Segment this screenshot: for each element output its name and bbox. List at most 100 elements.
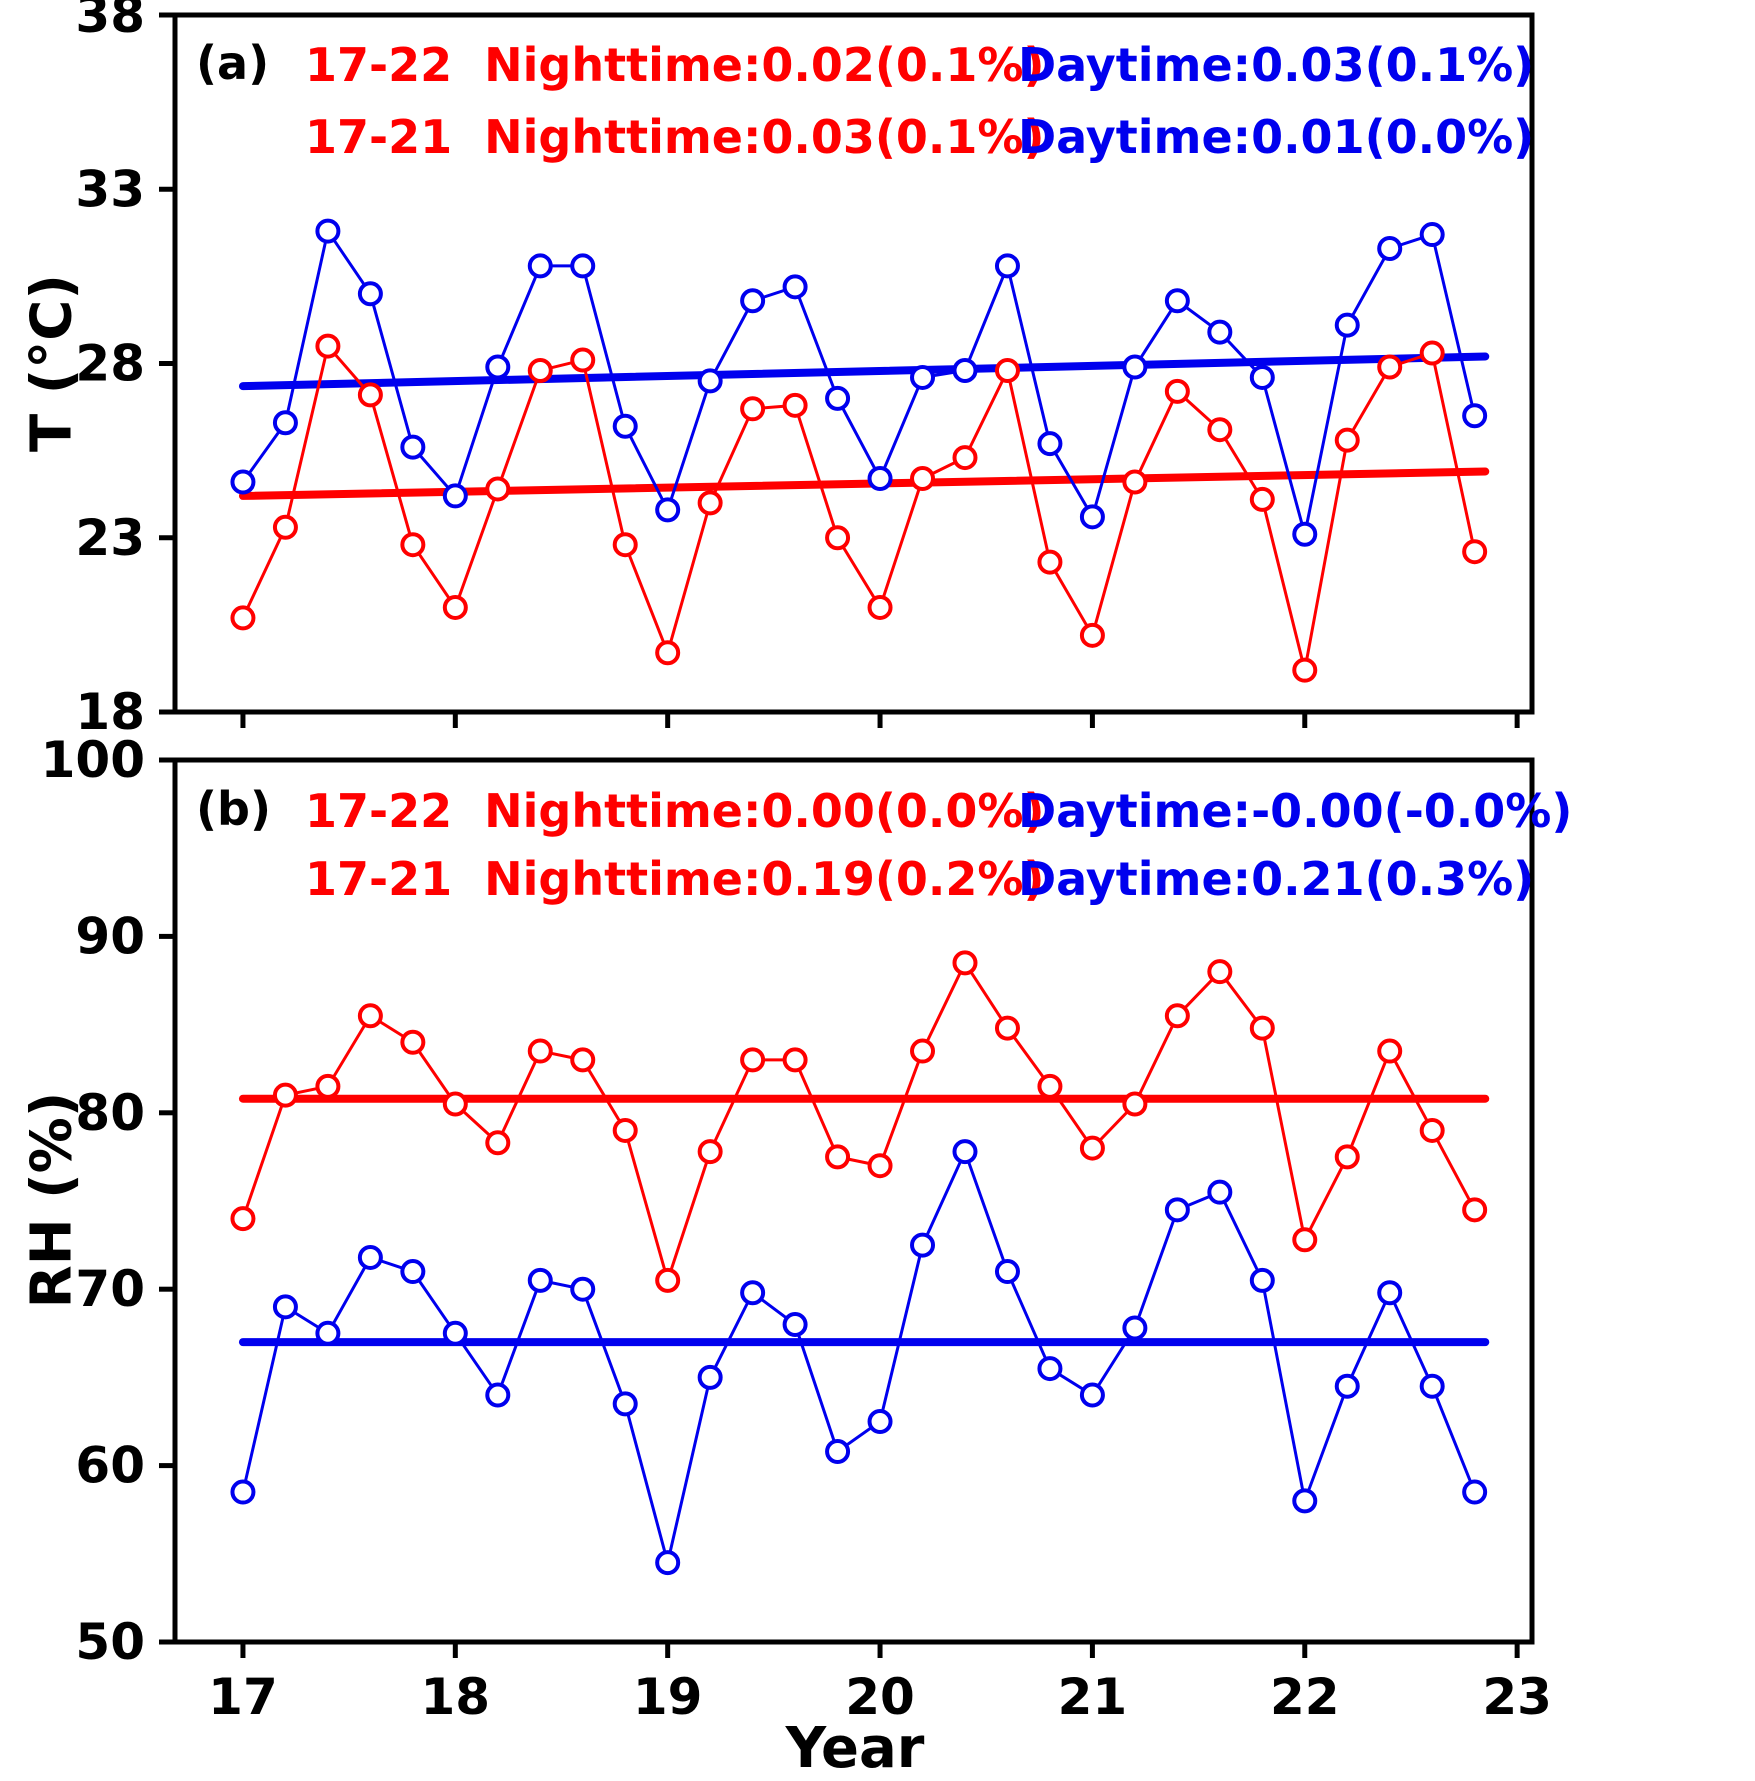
nighttime-marker: [230, 1206, 256, 1232]
y-tick-label: 38: [75, 0, 145, 44]
y-tick-label: 18: [75, 683, 145, 741]
panel-b-nighttime-trend-1722: 17-22 Nighttime:0.00(0.0%): [305, 784, 1045, 838]
nighttime-marker: [1207, 959, 1233, 985]
nighttime-marker: [867, 594, 893, 620]
nighttime-marker: [952, 950, 978, 976]
nighttime-marker: [1334, 1144, 1360, 1170]
daytime-marker: [1377, 1280, 1403, 1306]
daytime-marker: [1164, 288, 1190, 314]
daytime-marker: [570, 1276, 596, 1302]
panel-b-daytime-trend-1721: Daytime:0.21(0.3%): [1018, 852, 1535, 906]
daytime-marker: [1249, 364, 1275, 390]
daytime-marker: [782, 1311, 808, 1337]
nighttime-marker: [1334, 427, 1360, 453]
daytime-marker: [230, 1479, 256, 1505]
nighttime-marker: [1292, 1227, 1318, 1253]
x-tick-label: 17: [208, 1668, 278, 1726]
daytime-trend: [238, 352, 1490, 391]
x-tick-label: 21: [1058, 1668, 1128, 1726]
y-tick-label: 33: [75, 160, 145, 218]
daytime-marker: [612, 413, 638, 439]
y-axis-label-temperature: T (°C): [19, 274, 85, 452]
daytime-marker: [357, 281, 383, 307]
y-axis-label-humidity: RH (%): [19, 1091, 85, 1309]
daytime-marker: [1292, 521, 1318, 547]
daytime-marker: [485, 354, 511, 380]
daytime-marker: [655, 1550, 681, 1576]
daytime-marker: [527, 253, 553, 279]
nighttime-marker: [400, 1029, 426, 1055]
nighttime-marker: [442, 594, 468, 620]
daytime-line: [241, 1147, 1477, 1564]
daytime-marker: [442, 483, 468, 509]
panel-b-nighttime-trend-1721: 17-21 Nighttime:0.19(0.2%): [305, 852, 1045, 906]
x-axis-label-year: Year: [785, 1716, 925, 1781]
nighttime-line: [241, 959, 1476, 1286]
nighttime-marker: [1462, 1197, 1488, 1223]
nighttime-marker: [1249, 1015, 1275, 1041]
nighttime-marker: [357, 1003, 383, 1029]
panel-a: 18 23 28 33 38: [75, 0, 1535, 741]
nighttime-marker: [740, 396, 766, 422]
daytime-marker: [272, 410, 298, 436]
nighttime-marker: [1377, 354, 1403, 380]
daytime-marker: [655, 497, 681, 523]
nighttime-marker: [655, 1267, 681, 1293]
daytime-marker: [612, 1391, 638, 1417]
daytime-marker: [697, 368, 723, 394]
x-tick-label: 18: [421, 1668, 491, 1726]
x-tick-label: 20: [845, 1668, 915, 1726]
nighttime-marker: [230, 605, 256, 631]
nighttime-marker: [272, 1082, 298, 1108]
nighttime-marker: [1419, 1117, 1445, 1143]
y-tick-label: 60: [75, 1437, 145, 1495]
nighttime-marker: [825, 525, 851, 551]
nighttime-trend: [238, 467, 1490, 500]
nighttime-marker: [740, 1047, 766, 1073]
nighttime-marker: [570, 347, 596, 373]
daytime-marker: [825, 1438, 851, 1464]
daytime-marker: [485, 1382, 511, 1408]
daytime-marker: [400, 1259, 426, 1285]
daytime-marker: [442, 1320, 468, 1346]
nighttime-marker: [315, 1073, 341, 1099]
nighttime-marker: [994, 1015, 1020, 1041]
y-tick-label: 80: [75, 1084, 145, 1142]
daytime-marker: [1419, 222, 1445, 248]
nighttime-marker: [1079, 622, 1105, 648]
daytime-marker: [910, 1232, 936, 1258]
nighttime-marker: [485, 476, 511, 502]
nighttime-marker: [1207, 417, 1233, 443]
daytime-marker: [1164, 1197, 1190, 1223]
daytime-marker: [1079, 1382, 1105, 1408]
nighttime-marker: [527, 357, 553, 383]
panel-a-label: (a): [196, 36, 270, 90]
panel-b: 17 18 19 20 21 22 23 50 60 70 80 90 100: [41, 731, 1552, 1726]
daytime-marker: [994, 1259, 1020, 1285]
nighttime-marker: [570, 1047, 596, 1073]
daytime-marker: [740, 288, 766, 314]
daytime-marker: [1037, 1356, 1063, 1382]
nighttime-marker: [527, 1038, 553, 1064]
nighttime-marker: [867, 1153, 893, 1179]
nighttime-marker: [1419, 340, 1445, 366]
nighttime-marker: [655, 640, 681, 666]
daytime-marker: [315, 218, 341, 244]
nighttime-marker: [272, 514, 298, 540]
daytime-marker: [1292, 1488, 1318, 1514]
nighttime-marker: [612, 1117, 638, 1143]
nighttime-marker: [782, 392, 808, 418]
nighttime-marker: [1292, 657, 1318, 683]
nighttime-marker: [1462, 539, 1488, 565]
panel-b-frame: [172, 757, 1535, 1645]
daytime-marker: [357, 1244, 383, 1270]
nighttime-marker: [1122, 469, 1148, 495]
y-tick-label: 100: [41, 731, 145, 789]
daytime-marker: [952, 357, 978, 383]
panel-a-nighttime-trend-1722: 17-22 Nighttime:0.02(0.1%): [305, 38, 1045, 92]
nighttime-marker: [825, 1144, 851, 1170]
nighttime-marker: [994, 357, 1020, 383]
nighttime-marker: [612, 532, 638, 558]
daytime-marker: [910, 364, 936, 390]
